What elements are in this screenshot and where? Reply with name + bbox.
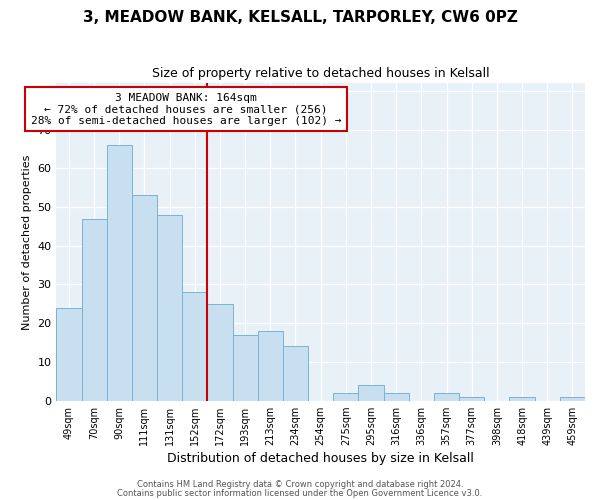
X-axis label: Distribution of detached houses by size in Kelsall: Distribution of detached houses by size …: [167, 452, 474, 465]
Bar: [157, 215, 182, 400]
Bar: [333, 393, 358, 400]
Bar: [434, 393, 459, 400]
Text: Contains HM Land Registry data © Crown copyright and database right 2024.: Contains HM Land Registry data © Crown c…: [137, 480, 463, 489]
Bar: [233, 335, 258, 400]
Bar: [82, 218, 107, 400]
Bar: [560, 397, 585, 400]
Bar: [132, 196, 157, 400]
Text: Contains public sector information licensed under the Open Government Licence v3: Contains public sector information licen…: [118, 488, 482, 498]
Bar: [509, 397, 535, 400]
Bar: [459, 397, 484, 400]
Bar: [283, 346, 308, 401]
Text: 3 MEADOW BANK: 164sqm
← 72% of detached houses are smaller (256)
28% of semi-det: 3 MEADOW BANK: 164sqm ← 72% of detached …: [31, 92, 341, 126]
Bar: [182, 292, 208, 401]
Bar: [258, 331, 283, 400]
Bar: [107, 145, 132, 401]
Y-axis label: Number of detached properties: Number of detached properties: [22, 154, 32, 330]
Bar: [383, 393, 409, 400]
Bar: [208, 304, 233, 400]
Bar: [56, 308, 82, 400]
Text: 3, MEADOW BANK, KELSALL, TARPORLEY, CW6 0PZ: 3, MEADOW BANK, KELSALL, TARPORLEY, CW6 …: [83, 10, 517, 25]
Bar: [358, 385, 383, 400]
Title: Size of property relative to detached houses in Kelsall: Size of property relative to detached ho…: [152, 68, 490, 80]
